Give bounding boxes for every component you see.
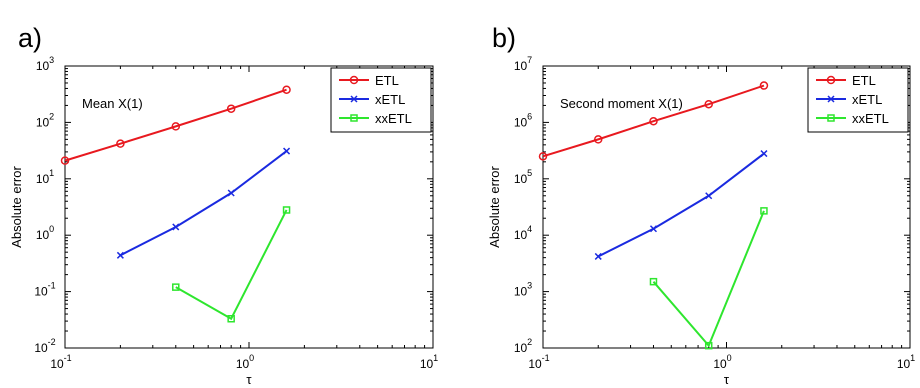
data-point [706, 193, 712, 199]
y-tick-label: 106 [514, 111, 532, 129]
x-axis-label: τ [724, 372, 730, 387]
y-tick-label: 104 [514, 224, 532, 242]
series-line [653, 211, 763, 346]
legend: ETL xETL xxETL [331, 68, 431, 132]
x-tick-label: 10-1 [50, 353, 71, 371]
y-tick-label: 107 [514, 55, 532, 73]
y-tick-label: 101 [36, 168, 54, 186]
data-point [284, 148, 290, 154]
series-xxETL [650, 208, 766, 349]
series-ETL [540, 82, 768, 160]
data-point [761, 151, 767, 157]
panel-label: a) [18, 23, 42, 53]
legend-label: xxETL [375, 111, 412, 126]
y-tick-label: 103 [514, 281, 532, 299]
chart-panel-2: b) 10-1 100 101 102 103 104 105 106 107 τ Absolute … [487, 23, 915, 387]
legend: ETL xETL xxETL [808, 68, 908, 132]
legend-label: xxETL [852, 111, 889, 126]
series-xETL [595, 151, 767, 260]
series-line [176, 210, 287, 319]
legend-label: ETL [852, 73, 876, 88]
legend-label: xETL [852, 92, 882, 107]
legend-label: xETL [375, 92, 405, 107]
plot-annotation: Mean X(1) [82, 96, 143, 111]
y-tick-label: 103 [36, 55, 54, 73]
y-tick-label: 102 [36, 111, 54, 129]
y-tick-label: 105 [514, 168, 532, 186]
x-tick-label: 101 [897, 353, 915, 371]
y-tick-label: 100 [36, 224, 54, 242]
x-tick-label: 10-1 [528, 353, 549, 371]
plot-annotation: Second moment X(1) [560, 96, 683, 111]
y-tick-label: 10-1 [34, 281, 55, 299]
y-axis-label: Absolute error [487, 166, 502, 248]
series-line [120, 151, 286, 255]
series-line [598, 154, 764, 257]
series-xETL [117, 148, 289, 258]
y-axis-label: Absolute error [9, 166, 24, 248]
data-point [228, 190, 234, 196]
series-xxETL [173, 207, 290, 322]
panel-label: b) [492, 23, 516, 53]
y-tick-label: 10-2 [34, 337, 55, 355]
x-tick-label: 100 [236, 353, 254, 371]
y-tick-label: 102 [514, 337, 532, 355]
x-tick-label: 101 [420, 353, 438, 371]
x-tick-label: 100 [713, 353, 731, 371]
x-axis-label: τ [246, 372, 252, 387]
legend-label: ETL [375, 73, 399, 88]
chart-panel-1: a)10-1 100 10110-210-1100101102103τAbsolut… [9, 23, 438, 387]
